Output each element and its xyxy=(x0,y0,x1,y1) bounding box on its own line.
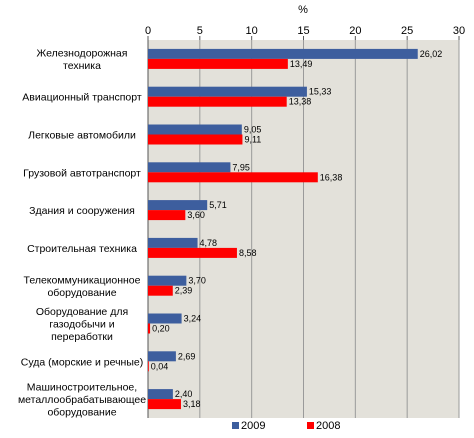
x-tick-label: 25 xyxy=(401,25,413,37)
category-label: Железнодорожная xyxy=(37,48,128,60)
bar-2008 xyxy=(148,323,151,334)
category-label: Легковые автомобили xyxy=(28,130,136,142)
category-label: газодобычи и xyxy=(49,319,114,331)
category-label: Суда (морские и речные) xyxy=(21,356,144,368)
unit-label: % xyxy=(298,4,308,16)
category-label: Здания и сооружения xyxy=(29,205,135,217)
data-label: 16,38 xyxy=(320,172,343,182)
data-label: 13,49 xyxy=(290,59,313,69)
data-label: 3,60 xyxy=(187,210,205,220)
category-label: Машиностроительное, xyxy=(27,382,137,394)
bar-2008 xyxy=(148,285,173,296)
category-label: Строительная техника xyxy=(27,243,137,255)
bar-2008 xyxy=(148,210,186,221)
data-label: 5,71 xyxy=(209,200,227,210)
bars xyxy=(148,48,418,410)
x-tick-label: 10 xyxy=(246,25,258,37)
bar-2008 xyxy=(148,58,288,69)
data-label: 9,11 xyxy=(244,135,261,145)
bar-2009 xyxy=(148,124,242,135)
bar-2009 xyxy=(148,275,187,286)
data-label: 9,05 xyxy=(244,125,262,135)
category-label: Телекоммуникационное xyxy=(24,274,141,286)
category-label: переработки xyxy=(51,331,113,343)
data-label: 8,58 xyxy=(239,248,257,258)
x-tick-label: 30 xyxy=(453,25,465,37)
category-label: Оборудование для xyxy=(36,306,128,318)
bar-2009 xyxy=(148,162,231,173)
bar-2009 xyxy=(148,86,307,97)
bar-2009 xyxy=(148,389,173,400)
data-label: 13,38 xyxy=(289,97,312,107)
category-label: оборудование xyxy=(47,407,116,419)
data-label: 2,39 xyxy=(175,286,193,296)
bar-2009 xyxy=(148,48,418,59)
data-label: 26,02 xyxy=(420,49,443,59)
x-tick-label: 15 xyxy=(297,25,309,37)
bar-2009 xyxy=(148,237,198,248)
x-tick-label: 5 xyxy=(197,25,203,37)
x-tick-label: 20 xyxy=(349,25,361,37)
bar-2009 xyxy=(148,200,208,211)
bar-2008 xyxy=(148,399,181,410)
data-label: 4,78 xyxy=(200,238,218,248)
bar-2008 xyxy=(148,172,318,183)
bar-2009 xyxy=(148,351,176,362)
bar-2009 xyxy=(148,313,182,324)
category-label: металлообрабатывающее xyxy=(18,394,146,406)
bar-2008 xyxy=(148,247,237,258)
legend: 2009 2008 xyxy=(232,420,340,432)
data-label: 0,20 xyxy=(152,324,170,334)
data-label: 3,24 xyxy=(184,314,202,324)
legend-swatch-2009 xyxy=(232,422,239,429)
x-axis: 0 5 10 15 20 25 30 xyxy=(145,25,465,40)
bar-2008 xyxy=(148,361,149,372)
bar-2008 xyxy=(148,96,287,107)
bar-2008 xyxy=(148,134,243,145)
data-label: 3,18 xyxy=(183,399,201,409)
data-label: 3,70 xyxy=(188,276,206,286)
legend-label-2009: 2009 xyxy=(241,420,265,432)
data-label: 15,33 xyxy=(309,87,332,97)
category-label: оборудование xyxy=(47,287,116,299)
category-label: Авиационный транспорт xyxy=(22,92,142,104)
data-label: 2,69 xyxy=(178,351,196,361)
category-label: Грузовой автотранспорт xyxy=(23,167,141,179)
category-label: техника xyxy=(63,60,101,72)
x-tick-label: 0 xyxy=(145,25,151,37)
data-label: 2,40 xyxy=(175,389,193,399)
data-label: 7,95 xyxy=(232,162,250,172)
legend-swatch-2008 xyxy=(307,422,314,429)
legend-label-2008: 2008 xyxy=(316,420,340,432)
data-label: 0,04 xyxy=(151,361,169,371)
